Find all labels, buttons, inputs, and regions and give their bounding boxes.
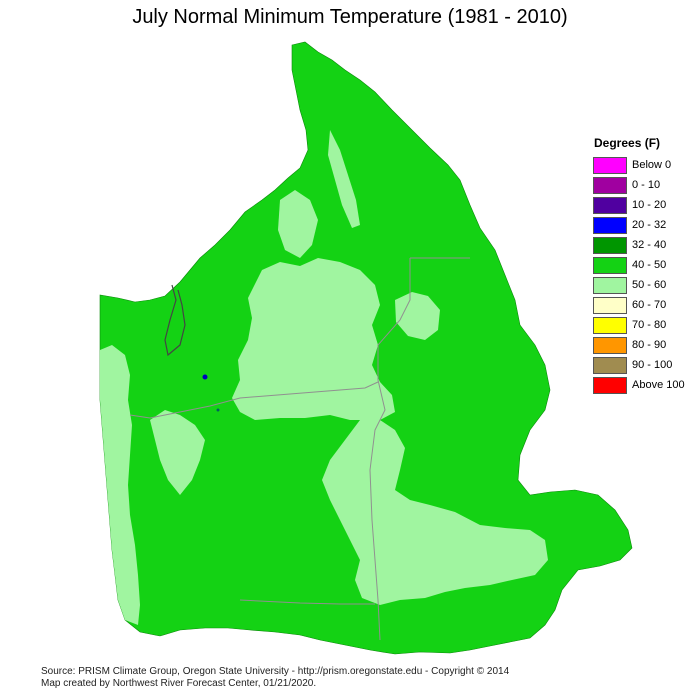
state-boundary-4 (239, 599, 375, 605)
footer-credit: Map created by Northwest River Forecast … (41, 678, 317, 689)
legend-swatch (593, 376, 627, 394)
footer: Source: PRISM Climate Group, Oregon Stat… (41, 666, 509, 690)
legend-swatch (593, 336, 627, 354)
legend-item: 32 - 40 (593, 235, 700, 255)
legend-item: 0 - 10 (593, 175, 700, 195)
state-boundary (129, 381, 379, 419)
legend-title: Degrees (F) (594, 136, 661, 150)
legend-label: 32 - 40 (632, 239, 667, 251)
legend-swatch (593, 236, 627, 254)
legend-item: 70 - 80 (593, 315, 700, 335)
legend-label: 20 - 32 (632, 219, 667, 231)
state-boundary-2 (369, 258, 411, 641)
legend-label: 40 - 50 (632, 259, 667, 271)
legend-label: 50 - 60 (632, 279, 667, 291)
legend-item: 80 - 90 (593, 335, 700, 355)
lake-mark (202, 374, 208, 380)
legend-label: 0 - 10 (632, 179, 661, 191)
region-50-60-south (322, 420, 548, 605)
region-50-60-east (395, 292, 440, 340)
legend-item: 60 - 70 (593, 295, 700, 315)
legend-item: 50 - 60 (593, 275, 700, 295)
legend-rows: Below 0 0 - 10 10 - 20 20 - 32 32 - 40 40 - 5… (593, 155, 700, 395)
legend-label: 90 - 100 (632, 359, 673, 371)
legend-label: 70 - 80 (632, 319, 667, 331)
legend-swatch (593, 196, 627, 214)
legend-item: Above 100 (593, 375, 700, 395)
legend-swatch (593, 256, 627, 274)
legend-label: 60 - 70 (632, 299, 667, 311)
legend-item: Below 0 (593, 155, 700, 175)
legend-swatch (593, 356, 627, 374)
legend-swatch (593, 296, 627, 314)
lake-mark-2 (216, 408, 220, 412)
legend-swatch (593, 176, 627, 194)
legend-swatch (593, 276, 627, 294)
legend-label: 80 - 90 (632, 339, 667, 351)
legend-swatch (593, 316, 627, 334)
puget-sound (164, 284, 186, 357)
footer-source: Source: PRISM Climate Group, Oregon Stat… (41, 666, 510, 677)
region-50-60-central (232, 258, 395, 420)
legend-item: 40 - 50 (593, 255, 700, 275)
legend-item: 10 - 20 (593, 195, 700, 215)
region-50-60-valleys (328, 130, 360, 228)
legend-item: 20 - 32 (593, 215, 700, 235)
map-title: July Normal Minimum Temperature (1981 - … (132, 6, 568, 28)
legend-item: 90 - 100 (593, 355, 700, 375)
legend-label: 10 - 20 (632, 199, 667, 211)
legend-swatch (593, 216, 627, 234)
legend-label: Below 0 (632, 159, 672, 171)
region-50-60-willamette (150, 410, 205, 495)
region-50-60-north (278, 190, 318, 258)
legend-label: Above 100 (632, 379, 685, 391)
legend: Degrees (F) Below 0 0 - 10 10 - 20 20 - 32 3… (593, 136, 700, 395)
legend-swatch (593, 156, 627, 174)
